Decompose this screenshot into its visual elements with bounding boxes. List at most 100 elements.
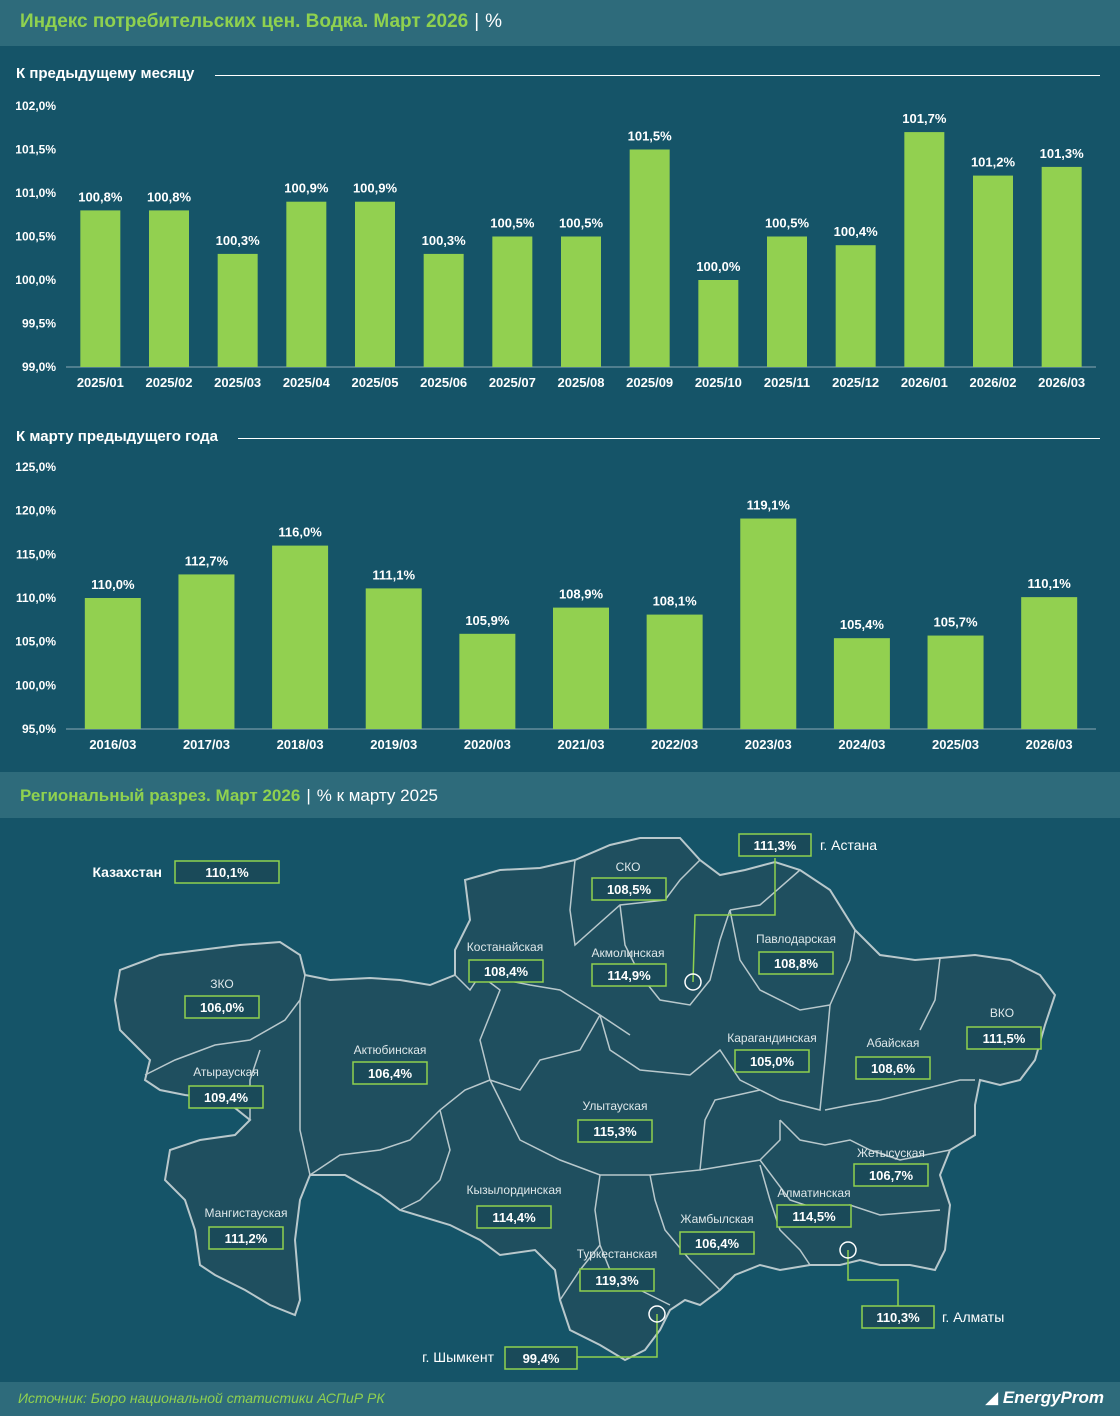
yearly-bar xyxy=(646,614,703,729)
monthly-xtick-label: 2025/08 xyxy=(558,375,605,390)
monthly-data-label: 100,3% xyxy=(422,233,467,248)
title-bar: Индекс потребительских цен. Водка. Март … xyxy=(0,0,1120,46)
region-value: 114,5% xyxy=(792,1209,836,1224)
regional-title-unit: % к марту 2025 xyxy=(316,786,438,805)
region-value: 108,6% xyxy=(871,1061,916,1076)
monthly-xtick-label: 2025/09 xyxy=(626,375,673,390)
shymkent-value: 99,4% xyxy=(523,1351,560,1366)
region-value: 108,4% xyxy=(484,964,529,979)
border-karaganda xyxy=(599,1004,831,1111)
yearly-xtick-label: 2018/03 xyxy=(277,737,324,752)
region-box xyxy=(577,1119,653,1143)
yearly-bar xyxy=(84,598,141,729)
yearly-chart-panel: К марту предыдущего года 95,0% 100,0% 105,… xyxy=(0,408,1120,772)
yearly-ytick-label: 115,0% xyxy=(16,547,56,561)
yearly-xtick-label: 2026/03 xyxy=(1026,737,1073,752)
region-box xyxy=(855,1056,931,1080)
region-name: Карагандинская xyxy=(727,1031,816,1045)
yearly-bar xyxy=(1021,597,1078,729)
yearly-ytick-label: 125,0% xyxy=(15,460,56,474)
monthly-data-label: 100,5% xyxy=(559,216,604,231)
regional-title: Региональный разрез. Март 2026 | % к марту… xyxy=(20,786,438,806)
region-name: ВКО xyxy=(990,1006,1014,1020)
monthly-chart: 99,0% 99,5% 100,0% 100,5% 101,0% 101,5% 102,0%… xyxy=(15,99,1096,390)
brand-name: EnergyProm xyxy=(1002,1388,1104,1407)
region-value: 106,0% xyxy=(200,1000,245,1015)
monthly-bar xyxy=(698,280,739,367)
almaty-marker xyxy=(839,1241,857,1259)
region-value: 111,5% xyxy=(983,1031,1026,1046)
monthly-data-label: 101,7% xyxy=(902,111,947,126)
yearly-data-label: 112,7% xyxy=(185,553,229,568)
yearly-data-label: 105,4% xyxy=(840,617,885,632)
region-name: Улытауская xyxy=(583,1099,648,1113)
region-box xyxy=(184,995,260,1019)
monthly-data-label: 101,3% xyxy=(1040,146,1085,161)
monthly-ytick-label: 102,0% xyxy=(15,99,56,113)
yearly-xtick-label: 2024/03 xyxy=(838,737,885,752)
yearly-bar xyxy=(553,607,609,729)
yearly-xtick-label: 2021/03 xyxy=(558,737,605,752)
yearly-bar xyxy=(178,574,235,729)
yearly-bar xyxy=(272,545,329,729)
monthly-data-label: 100,5% xyxy=(490,216,535,231)
region-name: ЗКО xyxy=(210,977,233,991)
astana-value: 111,3% xyxy=(754,838,797,853)
region-name: Костанайская xyxy=(467,940,543,954)
monthly-ytick-label: 99,0% xyxy=(22,360,56,374)
region-value: 106,4% xyxy=(695,1236,740,1251)
yearly-bar xyxy=(365,588,422,729)
almaty-name: г. Алматы xyxy=(942,1309,1004,1325)
region-box xyxy=(853,1163,929,1187)
monthly-xtick-label: 2025/07 xyxy=(489,375,536,390)
regional-title-separator: | xyxy=(306,786,311,805)
yearly-xtick-label: 2020/03 xyxy=(464,737,511,752)
region-name: Алматинская xyxy=(777,1186,850,1200)
monthly-bar xyxy=(149,210,189,367)
region-name: Жетысуская xyxy=(857,1146,925,1160)
shymkent-leader-line xyxy=(576,1314,658,1358)
monthly-xtick-label: 2025/10 xyxy=(695,375,742,390)
region-box xyxy=(758,951,834,975)
monthly-data-label: 100,5% xyxy=(765,216,810,231)
region-value: 105,0% xyxy=(750,1054,795,1069)
region-name: Кызылординская xyxy=(467,1183,562,1197)
region-name: Павлодарская xyxy=(756,932,836,946)
yearly-ytick-label: 110,0% xyxy=(16,591,56,605)
region-box xyxy=(208,1226,284,1250)
yearly-data-label: 110,0% xyxy=(91,577,135,592)
region-name: Жамбылская xyxy=(680,1212,753,1226)
region-box xyxy=(476,1205,552,1229)
region-value: 106,7% xyxy=(869,1168,914,1183)
yearly-bar xyxy=(740,518,797,729)
almaty-box xyxy=(861,1305,935,1329)
shymkent-box xyxy=(504,1346,578,1370)
page-title-text: Индекс потребительских цен. Водка. Март … xyxy=(20,11,469,32)
monthly-xtick-label: 2026/02 xyxy=(970,375,1017,390)
border-ulytau xyxy=(489,1014,761,1176)
border-mangistau xyxy=(309,1079,491,1176)
yearly-xtick-label: 2019/03 xyxy=(370,737,417,752)
brand-logo: ◢ EnergyProm xyxy=(985,1388,1104,1408)
region-name: Акмолинская xyxy=(592,946,665,960)
region-value: 111,2% xyxy=(225,1231,268,1246)
source-text: Источник: Бюро национальной статистики А… xyxy=(18,1390,385,1406)
yearly-data-label: 111,1% xyxy=(372,567,415,582)
map-overlay: Казахстан 110,1% ЗКО 106,0% Атырауская 109,4%… xyxy=(92,833,1042,1370)
monthly-data-label: 101,2% xyxy=(971,155,1016,170)
monthly-bar xyxy=(973,175,1013,367)
yearly-data-label: 105,7% xyxy=(933,615,978,630)
monthly-ytick-label: 100,5% xyxy=(15,230,56,244)
monthly-bar xyxy=(561,236,601,367)
monthly-xtick-label: 2025/03 xyxy=(214,375,261,390)
region-name: Абайская xyxy=(867,1036,920,1050)
footer: Источник: Бюро национальной статистики А… xyxy=(0,1382,1120,1416)
yearly-chart: 95,0% 100,0% 105,0% 110,0% 115,0% 120,0% 125,0… xyxy=(15,460,1096,752)
yearly-ytick-label: 120,0% xyxy=(15,504,56,518)
monthly-xtick-label: 2025/01 xyxy=(77,375,124,390)
yearly-data-label: 108,1% xyxy=(653,594,698,609)
yearly-xtick-label: 2025/03 xyxy=(932,737,979,752)
region-value: 109,4% xyxy=(204,1090,249,1105)
kazakhstan-label: Казахстан xyxy=(92,864,162,880)
regional-map: Казахстан 110,1% ЗКО 106,0% Атырауская 109,4%… xyxy=(0,818,1120,1382)
